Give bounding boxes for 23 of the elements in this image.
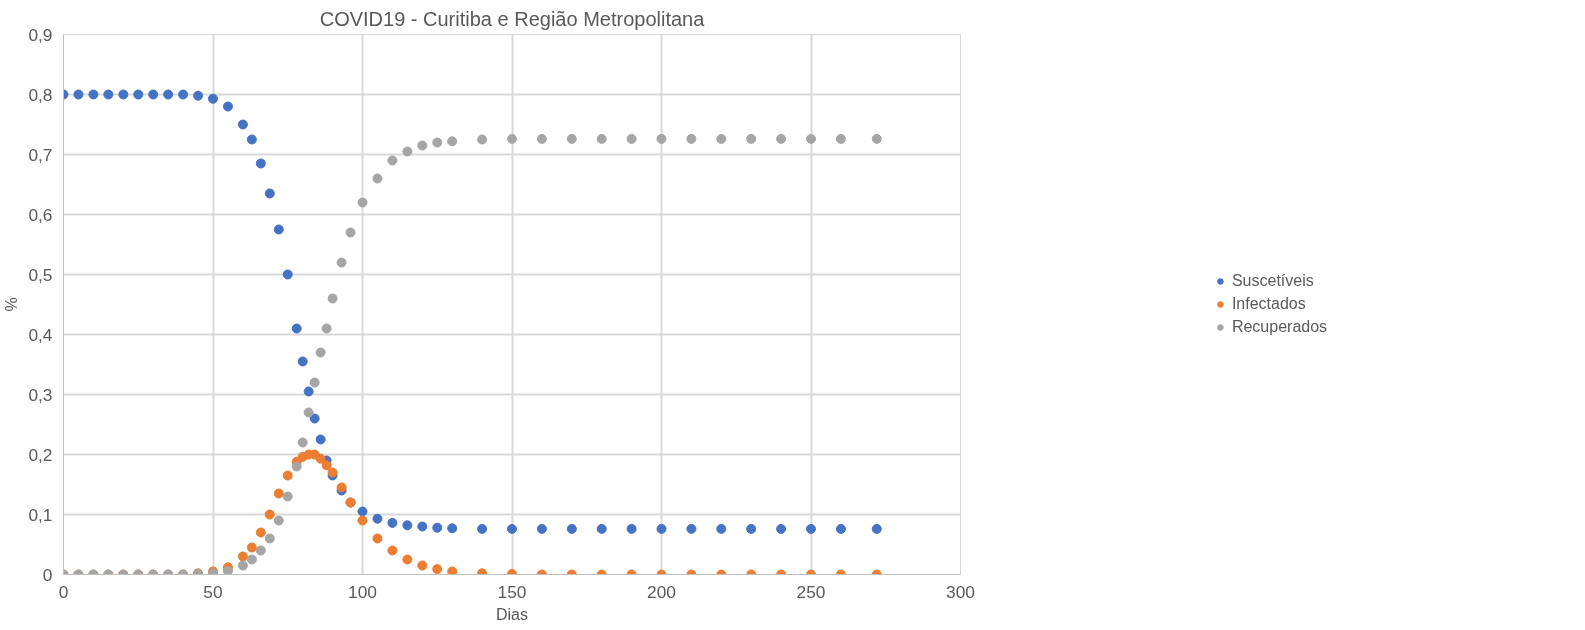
y-tick-label: 0,2	[28, 444, 53, 465]
legend-label: Suscetíveis	[1231, 272, 1314, 290]
x-axis-title: Dias	[496, 605, 529, 623]
y-tick-label: 0	[42, 564, 53, 585]
x-tick-label: 200	[647, 581, 676, 602]
y-axis-title: %	[3, 297, 21, 312]
x-tick-label: 150	[497, 581, 527, 602]
x-tick-label: 0	[58, 581, 69, 602]
y-tick-label: 0,7	[28, 144, 53, 165]
x-tick-label: 300	[946, 581, 975, 602]
y-tick-label: 0,4	[28, 324, 53, 345]
y-tick-label: 0,3	[28, 384, 53, 405]
x-tick-label: 50	[203, 581, 223, 602]
y-tick-label: 0,9	[28, 24, 53, 45]
x-tick-label: 250	[796, 581, 826, 602]
x-tick-label: 100	[348, 581, 377, 602]
y-tick-label: 0,5	[28, 264, 53, 285]
legend-label: Infectados	[1231, 295, 1306, 313]
legend-label: Recuperados	[1231, 318, 1328, 336]
y-tick-label: 0,8	[28, 84, 53, 105]
y-tick-label: 0,1	[28, 504, 53, 525]
chart-title: COVID19 - Curitiba e Região Metropolitana	[319, 7, 706, 30]
y-tick-label: 0,6	[28, 204, 53, 225]
